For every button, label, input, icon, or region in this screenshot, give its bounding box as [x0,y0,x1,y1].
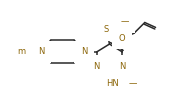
Text: —: — [128,79,137,88]
Text: N: N [81,47,87,56]
Text: S: S [104,25,109,34]
Text: HN: HN [106,79,119,88]
Text: m: m [17,47,25,56]
Text: N: N [94,62,100,71]
Text: N: N [119,62,125,71]
Text: N: N [38,47,44,56]
Text: O: O [119,34,126,43]
Text: —: — [120,17,129,26]
